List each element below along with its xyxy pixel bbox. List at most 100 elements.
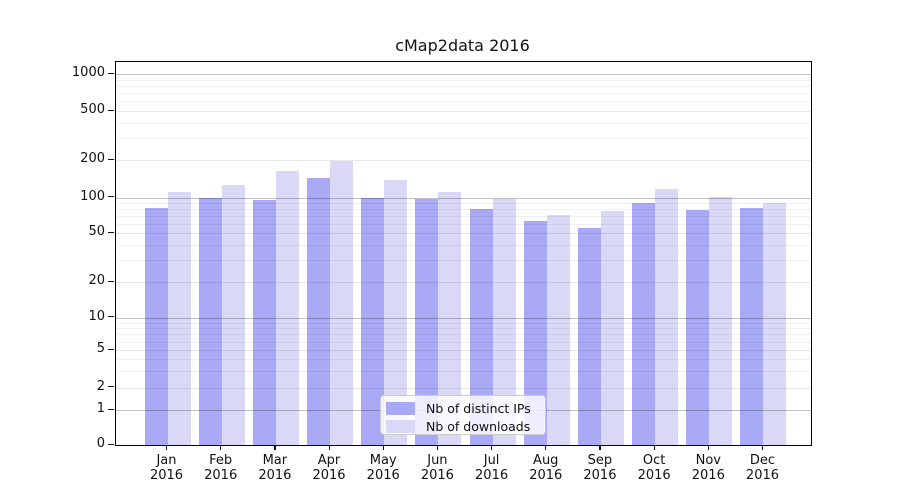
x-tick-feb [220,445,222,450]
legend-label-downloads: Nb of downloads [426,418,531,434]
x-tick-year-sep: 2016 [583,468,617,483]
x-tick-year-jun: 2016 [420,468,454,483]
y-tick-500 [108,109,114,111]
x-tick-label-jul: Jul 2016 [457,453,527,483]
y-tick-5 [108,348,114,350]
plot-area: Nb of distinct IPs Nb of downloads [115,61,812,446]
x-tick-aug [545,445,547,450]
x-tick-month-nov: Nov [695,453,721,468]
bar-aug-downloads [546,215,570,445]
x-tick-label-dec: Dec 2016 [727,453,797,483]
y-tick-label-500: 500 [80,102,105,117]
gridlines-layer [116,62,811,445]
x-tick-month-dec: Dec [749,453,776,468]
bar-apr-downloads [330,160,354,445]
x-tick-label-jun: Jun 2016 [402,453,472,483]
x-tick-year-may: 2016 [366,468,400,483]
x-tick-sep [599,445,601,450]
gridline-minor-40 [116,245,811,247]
gridline-major-1000 [116,74,811,76]
bar-feb-downloads [221,184,245,445]
gridline-minor-400 [116,122,811,124]
bar-jan-distinct-ips [144,207,168,445]
gridline-major-100 [116,197,811,199]
y-tick-2 [108,386,114,388]
y-tick-label-100: 100 [80,188,105,204]
y-tick-label-0: 0 [96,436,105,451]
bar-oct-downloads [655,189,679,445]
y-tick-50 [108,231,114,233]
gridline-minor-900 [116,79,811,81]
x-tick-month-apr: Apr [317,453,341,468]
y-tick-10 [108,316,114,318]
x-tick-year-apr: 2016 [312,468,346,483]
x-tick-mar [274,445,276,450]
bar-sep-downloads [600,211,624,445]
x-tick-month-aug: Aug [533,453,559,468]
gridline-minor-600 [116,101,811,103]
x-tick-year-mar: 2016 [258,468,292,483]
legend-entry-distinct-ips: Nb of distinct IPs [386,399,545,417]
y-tick-label-5: 5 [96,341,105,356]
x-tick-month-jan: Jan [156,453,177,468]
x-tick-month-may: May [369,453,397,468]
x-tick-month-oct: Oct [642,453,666,468]
gridline-minor-7 [116,334,811,336]
bar-sep-distinct-ips [577,228,601,445]
y-tick-label-20: 20 [88,273,105,288]
legend-swatch-downloads [386,419,415,433]
gridline-minor-6 [116,341,811,343]
gridline-minor-60 [116,223,811,225]
y-tick-label-10: 10 [88,308,105,324]
gridline-50 [116,233,811,235]
bars-layer [116,62,811,445]
x-tick-label-sep: Sep 2016 [565,453,635,483]
x-tick-label-aug: Aug 2016 [511,453,581,483]
gridline-minor-800 [116,86,811,88]
x-tick-year-aug: 2016 [529,468,563,483]
x-tick-nov [707,445,709,450]
legend-label-distinct-ips: Nb of distinct IPs [426,400,531,416]
bar-oct-distinct-ips [632,203,656,445]
gridline-minor-9 [116,322,811,324]
x-tick-label-apr: Apr 2016 [294,453,364,483]
x-tick-label-jan: Jan 2016 [132,453,202,483]
bar-mar-downloads [275,171,299,445]
x-tick-label-feb: Feb 2016 [186,453,256,483]
gridline-minor-4 [116,359,811,361]
x-tick-jul [491,445,493,450]
gridline-minor-3 [116,371,811,373]
y-tick-0 [108,443,114,445]
bar-apr-distinct-ips [307,177,331,445]
y-tick-200 [108,158,114,160]
y-tick-label-50: 50 [88,224,105,240]
x-tick-year-nov: 2016 [691,468,725,483]
x-tick-may [382,445,384,450]
legend: Nb of distinct IPs Nb of downloads [380,395,546,435]
y-tick-1 [108,408,114,410]
x-tick-label-nov: Nov 2016 [673,453,743,483]
y-tick-1000 [108,72,114,74]
x-tick-year-oct: 2016 [637,468,671,483]
gridline-200 [116,160,811,161]
x-tick-month-jun: Jun [427,453,448,468]
y-tick-label-1: 1 [96,401,105,416]
y-tick-label-2: 2 [96,378,105,394]
x-tick-jun [436,445,439,450]
x-tick-month-sep: Sep [587,453,613,468]
y-tick-label-1000: 1000 [71,65,105,81]
gridline-minor-70 [116,216,811,218]
gridline-5 [116,350,811,351]
x-tick-label-may: May 2016 [348,453,418,483]
x-tick-month-jul: Jul [483,453,500,468]
y-tick-100 [108,196,114,198]
bar-nov-downloads [709,197,733,445]
gridline-minor-80 [116,209,811,211]
bar-aug-distinct-ips [523,221,547,445]
bar-dec-downloads [763,202,787,445]
x-tick-month-mar: Mar [262,453,288,468]
x-tick-oct [653,445,655,450]
gridline-20 [116,282,811,283]
gridline-500 [116,111,811,112]
